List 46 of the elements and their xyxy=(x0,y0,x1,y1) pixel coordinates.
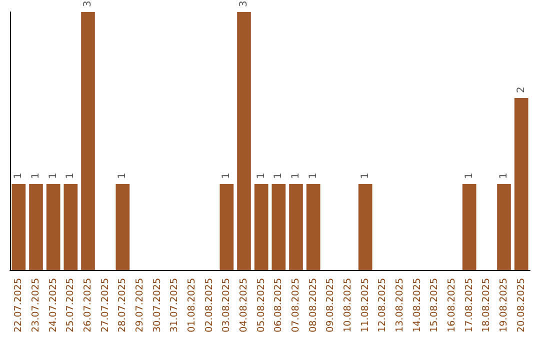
x-tick-label: 11.08.2025 xyxy=(360,278,371,332)
x-tick-label: 17.08.2025 xyxy=(464,278,475,332)
x-tick-label: 31.07.2025 xyxy=(169,278,180,332)
x-tick-label: 26.07.2025 xyxy=(82,278,94,332)
data-label: 1 xyxy=(498,172,510,179)
data-label: 3 xyxy=(238,0,250,7)
x-tick-label: 20.08.2025 xyxy=(516,278,527,332)
x-tick-label: 28.07.2025 xyxy=(117,278,128,332)
x-tick-label: 23.07.2025 xyxy=(30,278,42,332)
data-label: 1 xyxy=(290,172,302,179)
data-label: 1 xyxy=(464,172,475,179)
data-label: 1 xyxy=(30,172,42,179)
x-tick-label: 22.07.2025 xyxy=(13,278,24,332)
x-tick-label: 25.07.2025 xyxy=(65,278,76,332)
data-label: 1 xyxy=(273,172,284,179)
x-tick-label: 13.08.2025 xyxy=(394,278,406,332)
x-tick-label: 24.07.2025 xyxy=(48,278,59,332)
x-tick-label: 02.08.2025 xyxy=(204,278,215,332)
x-tick-label: 19.08.2025 xyxy=(498,278,510,332)
x-tick-label: 16.08.2025 xyxy=(446,278,458,332)
x-tick-label: 29.07.2025 xyxy=(134,278,146,332)
x-tick-label: 12.08.2025 xyxy=(377,278,388,332)
x-tick-label: 09.08.2025 xyxy=(325,278,336,332)
x-tick-label: 10.08.2025 xyxy=(342,278,354,332)
x-tick-label: 01.08.2025 xyxy=(186,278,198,332)
x-tick-label: 05.08.2025 xyxy=(256,278,267,332)
data-label: 3 xyxy=(82,0,94,7)
x-tick-label: 07.08.2025 xyxy=(290,278,302,332)
x-tick-label: 08.08.2025 xyxy=(308,278,319,332)
x-tick-label: 03.08.2025 xyxy=(221,278,232,332)
x-tick-label: 18.08.2025 xyxy=(481,278,492,332)
data-label: 1 xyxy=(13,172,24,179)
data-label: 1 xyxy=(48,172,59,179)
x-tick-label: 14.08.2025 xyxy=(412,278,423,332)
data-label: 1 xyxy=(221,172,232,179)
x-tick-label: 27.07.2025 xyxy=(100,278,111,332)
data-label: 1 xyxy=(256,172,267,179)
data-label: 2 xyxy=(516,86,527,93)
x-tick-label: 15.08.2025 xyxy=(429,278,440,332)
data-label: 1 xyxy=(308,172,319,179)
x-tick-label: 06.08.2025 xyxy=(273,278,284,332)
x-tick-label: 30.07.2025 xyxy=(152,278,163,332)
data-label: 1 xyxy=(117,172,128,179)
data-label: 1 xyxy=(65,172,76,179)
data-label: 1 xyxy=(360,172,371,179)
x-tick-label: 04.08.2025 xyxy=(238,278,250,332)
